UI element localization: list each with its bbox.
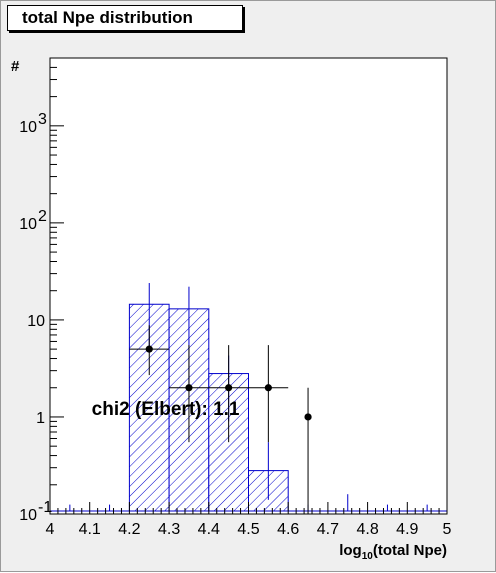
y-tick-exponent-3: 2	[38, 208, 47, 225]
y-tick-exponent-0: -1	[38, 499, 52, 516]
chi2-annotation: chi2 (Elbert): 1.1	[92, 399, 240, 420]
y-tick-exponent-4: 3	[38, 111, 47, 128]
x-axis-title: log10(total Npe)	[339, 542, 447, 562]
y-tick-label-4: 10	[19, 119, 37, 136]
data-point-3	[264, 384, 272, 392]
x-tick-label-3: 4.3	[158, 521, 180, 538]
x-tick-label-5: 4.5	[237, 521, 259, 538]
x-tick-label-9: 4.9	[396, 521, 418, 538]
y-tick-label-2: 10	[27, 313, 45, 330]
x-tick-label-8: 4.8	[356, 521, 378, 538]
x-tick-label-1: 4.1	[79, 521, 101, 538]
x-tick-label-6: 4.6	[277, 521, 299, 538]
y-tick-label-3: 10	[19, 216, 37, 233]
y-tick-label-1: 1	[36, 410, 45, 427]
x-tick-label-0: 4	[46, 521, 55, 538]
x-tick-label-10: 5	[443, 521, 452, 538]
data-point-0	[145, 345, 153, 353]
x-tick-label-7: 4.7	[317, 521, 339, 538]
data-point-1	[185, 384, 193, 392]
data-point-2	[225, 384, 233, 392]
data-point-4	[304, 413, 312, 421]
x-tick-label-2: 4.2	[118, 521, 140, 538]
chart-title: total Npe distribution	[7, 5, 243, 31]
y-axis-title: #	[11, 58, 20, 75]
x-tick-label-4: 4.4	[198, 521, 220, 538]
y-tick-label-0: 10	[19, 507, 37, 524]
